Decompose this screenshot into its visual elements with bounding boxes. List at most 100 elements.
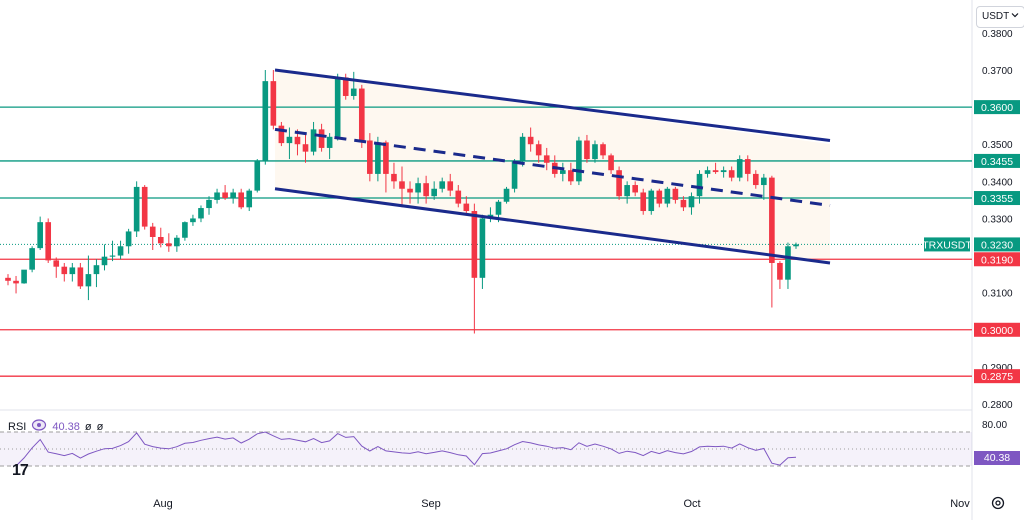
- channel-mid-line[interactable]: [274, 127, 831, 207]
- candle-body: [407, 188, 413, 193]
- candle-body: [720, 170, 727, 173]
- level-badge-text-0: 0.3600: [981, 102, 1013, 114]
- candle-body: [632, 185, 638, 193]
- candle-body: [777, 262, 783, 280]
- candle-body: [85, 274, 92, 287]
- candle-body: [109, 255, 116, 257]
- candle-body: [174, 237, 180, 247]
- candle-body: [246, 190, 253, 208]
- candle-body: [592, 144, 598, 160]
- candle-body: [439, 181, 446, 189]
- candle-body: [728, 170, 735, 178]
- candle-body: [584, 140, 590, 160]
- candle-body: [608, 155, 614, 171]
- candle-body: [624, 185, 630, 197]
- candle-body: [350, 88, 357, 96]
- candle-body: [744, 159, 751, 174]
- price-tick-10: 0.3100: [982, 289, 1013, 300]
- rsi-value: 40.38: [52, 420, 80, 433]
- level-badge-text-4: 0.3000: [981, 325, 1013, 337]
- date-label-sep: Sep: [421, 498, 441, 510]
- price-tick-7: 0.3300: [982, 214, 1013, 225]
- candle-body: [511, 160, 518, 189]
- candle-body: [399, 181, 405, 189]
- candle-body: [117, 246, 124, 256]
- candle-body: [793, 244, 799, 247]
- candle-body: [270, 81, 277, 126]
- level-badge-0: [974, 100, 1020, 115]
- candle-body: [222, 192, 228, 199]
- level-badge-1: [974, 153, 1020, 168]
- candle-body: [206, 199, 212, 209]
- date-label-aug: Aug: [153, 498, 173, 510]
- candle-body: [503, 188, 510, 202]
- rsi-label: RSI: [8, 420, 27, 433]
- candle-body: [149, 226, 156, 237]
- date-label-nov: Nov: [950, 498, 970, 510]
- candle-body: [375, 142, 381, 174]
- candle-body: [334, 77, 341, 137]
- candle-body: [383, 142, 389, 174]
- symbol-badge-text: TRXUSDT: [922, 239, 972, 251]
- candle-body: [463, 203, 470, 212]
- candle-body: [230, 192, 236, 199]
- candle-body: [616, 170, 622, 197]
- rsi-value-badge: [974, 451, 1020, 465]
- candle-body: [278, 125, 285, 144]
- candle-body: [37, 222, 43, 249]
- candle-body: [495, 201, 502, 215]
- candle-body: [471, 211, 478, 278]
- candle-body: [133, 186, 140, 232]
- candle-body: [318, 129, 325, 148]
- candle-body: [254, 160, 261, 191]
- candle-body: [45, 222, 52, 261]
- horizontal-levels: [0, 106, 972, 377]
- price-axis: 0.3800 0.3700 0.3500 0.3400 0.3300 0.3100 0.29…: [982, 29, 1013, 411]
- current-price-badge: [974, 237, 1020, 252]
- currency-selector[interactable]: USDT: [976, 6, 1024, 28]
- channel-lower-line[interactable]: [274, 187, 831, 265]
- candle-body: [157, 237, 164, 244]
- candle-body: [785, 246, 791, 280]
- candle-body: [53, 260, 60, 267]
- candle-body: [415, 183, 421, 193]
- price-tick-0: 0.3800: [982, 29, 1013, 40]
- rsi-settings-icon[interactable]: [31, 419, 47, 434]
- candle-body: [5, 277, 11, 281]
- rsi-value-badge-text: 40.38: [984, 452, 1010, 464]
- candle-body: [688, 196, 695, 208]
- trend-channel: [274, 68, 831, 265]
- rsi-legend: RSI 40.38 ø ø: [8, 419, 103, 434]
- rsi-band: [0, 432, 972, 466]
- candle-body: [431, 188, 437, 197]
- price-tick-14: 0.2800: [982, 400, 1013, 411]
- candle-body: [527, 136, 534, 145]
- candles: [5, 70, 799, 334]
- candle-body: [535, 144, 542, 156]
- candle-body: [182, 222, 188, 238]
- candle-body: [648, 190, 655, 212]
- price-tick-12: 0.2900: [982, 363, 1013, 374]
- channel-upper-line[interactable]: [274, 68, 831, 142]
- gear-icon[interactable]: [990, 495, 1006, 511]
- tradingview-logo: 17: [12, 462, 29, 479]
- candle-body: [391, 173, 397, 182]
- candle-body: [125, 231, 132, 247]
- level-badge-2: [974, 191, 1020, 206]
- candle-body: [664, 188, 671, 204]
- candle-body: [190, 218, 196, 223]
- candle-body: [302, 144, 309, 152]
- candle-body: [423, 183, 429, 197]
- candle-body: [680, 199, 687, 208]
- rsi-line: [15, 431, 797, 467]
- rsi-tick-80: 80.00: [982, 420, 1007, 431]
- candle-body: [69, 267, 76, 275]
- candle-body: [141, 186, 148, 227]
- current-price-badge-text: 0.3230: [981, 239, 1013, 251]
- rsi-na-1: ø: [84, 420, 92, 433]
- level-badge-text-3: 0.3190: [981, 254, 1013, 266]
- level-badge-3: [974, 252, 1020, 267]
- candle-body: [326, 136, 333, 148]
- date-label-oct: Oct: [683, 498, 700, 510]
